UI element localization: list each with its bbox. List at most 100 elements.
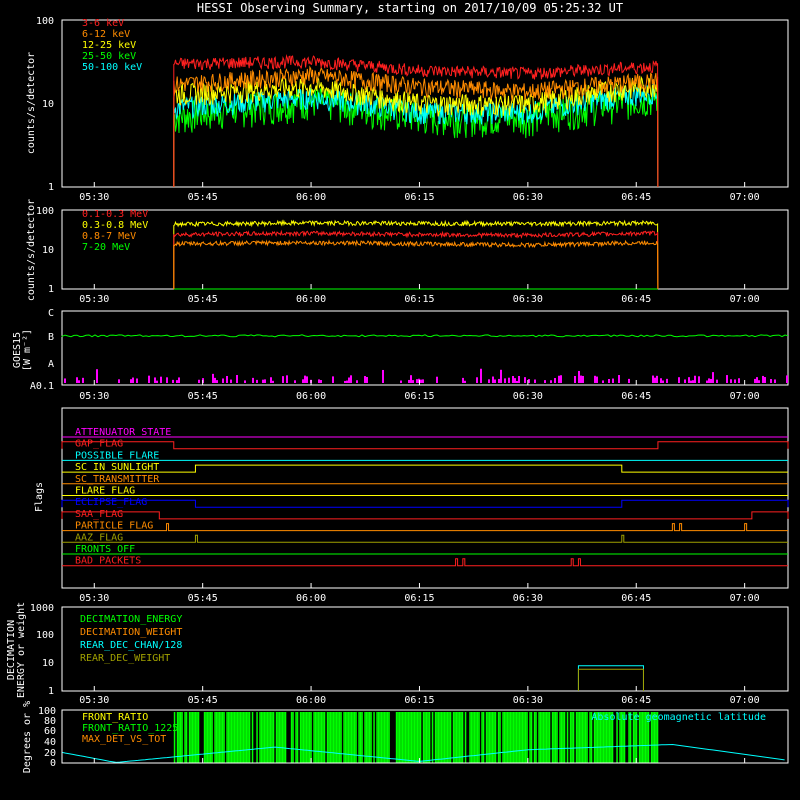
panel-ratio: Degrees or % 0 20 40 60 80 100 FRONT_RAT… [22,701,789,773]
time-tick-label: 07:00 [730,294,760,305]
front-ratio-bar [448,712,450,763]
front-ratio-bar [248,712,251,763]
front-ratio-bar [485,712,488,763]
front-ratio-bar [338,712,341,763]
goes-bar [726,375,728,383]
goes-bar [690,380,692,383]
front-ratio-bar [281,712,284,763]
front-ratio-bar [263,712,266,763]
front-ratio-bar [313,712,315,763]
goes-bar [222,378,224,383]
front-ratio-bar [598,712,600,763]
series-line-0.1-0.3mev [173,229,659,290]
front-ratio-bar [230,712,233,763]
front-ratio-bar [211,712,213,763]
series-line-0.3-0.8mev [173,219,659,290]
flag-trace-aaz_flag [62,534,788,543]
front-ratio-bar [427,712,429,763]
front-ratio-bar [232,712,234,763]
front-ratio-bar [239,712,242,763]
series-line-12-25kev [173,75,659,188]
front-ratio-bar [437,712,440,763]
legend-front-ratio: FRONT_RATIO [82,712,148,723]
goes-bar [512,375,514,383]
panel-goes-series [61,334,789,383]
goes-bar [154,377,156,383]
goes-bar [554,378,556,383]
goes-bar [492,376,494,383]
front-ratio-bar [415,712,417,763]
front-ratio-bar [386,712,389,763]
front-ratio-bar [185,712,188,763]
front-ratio-bar [548,712,551,763]
time-tick-label: 05:45 [188,192,218,203]
goes-bar [528,379,530,383]
ytick-label: 10 [42,245,54,256]
goes-bar [698,376,700,383]
front-ratio-bar [533,712,536,763]
ytick-label: 0 [50,758,56,769]
time-tick-label: 05:45 [188,593,218,604]
front-ratio-bar [650,712,653,763]
ytick-label: 10 [42,99,54,110]
goes-bar [272,380,274,383]
goes-bar [282,376,284,383]
front-ratio-bar [580,712,582,763]
front-ratio-bar [653,712,656,763]
time-tick-label: 06:15 [404,192,434,203]
front-ratio-bar [518,712,521,763]
goes-bar [132,377,134,383]
front-ratio-bar [571,712,573,763]
flag-trace-eclipse_flag [61,499,789,508]
front-ratio-bar [308,712,311,763]
legend-front-ratio-1225: FRONT_RATIO_1225 [82,723,178,734]
time-tick-label: 07:00 [730,391,760,402]
front-ratio-bar [398,712,401,763]
front-ratio-bar [260,712,263,763]
front-ratio-bar [578,712,581,763]
front-ratio-bar [547,712,549,763]
front-ratio-bar [428,712,431,763]
time-tick-label: 06:15 [404,391,434,402]
goes-bar [464,380,466,383]
goes-bar [738,378,740,383]
goes-bar [262,379,264,383]
front-ratio-bar [319,712,321,763]
front-ratio-bar [478,712,480,763]
front-ratio-bar [355,712,357,763]
goes-bar [332,376,334,383]
goes-bar [488,379,490,383]
front-ratio-bar [214,712,216,763]
front-ratio-bar [419,712,422,763]
front-ratio-bar [470,712,473,763]
legend-rear-dec-chan: REAR_DEC_CHAN/128 [80,640,182,651]
flag-label-sc_in_sunlight: SC_IN_SUNLIGHT [75,462,159,473]
front-ratio-bar [353,712,356,763]
front-ratio-bar [595,712,597,763]
goes-bar [758,380,760,383]
goes-bar [612,378,614,383]
front-ratio-bar [461,712,464,763]
front-ratio-bar [367,712,369,763]
front-ratio-bar [395,712,398,763]
time-tick-label: 05:30 [79,593,109,604]
goes-bar [476,377,478,383]
panel-decimation: DECIMATION ENERGY or weight 1 10 100 100… [6,602,789,698]
decimation-trace-rear_dec_weight [577,668,644,691]
front-ratio-bar [526,712,528,763]
goes-bar [364,376,366,383]
front-ratio-bar [241,712,243,763]
legend-25-50kev: 25-50 keV [82,51,136,62]
front-ratio-bar [491,712,494,763]
panel-counts-low: counts/s/detector 1 10 100 3-6 keV 6-12 … [26,16,789,193]
front-ratio-bar [538,712,540,763]
flag-label-aaz_flag: AAZ_FLAG [75,532,123,543]
front-ratio-bar [301,712,303,763]
front-ratio-bar [554,712,557,763]
goes-bar [692,380,694,383]
goes-bar [172,379,174,383]
front-ratio-bar [476,712,479,763]
goes-bar [420,379,422,383]
goes-bar [534,379,536,383]
goes-bar [550,380,552,383]
